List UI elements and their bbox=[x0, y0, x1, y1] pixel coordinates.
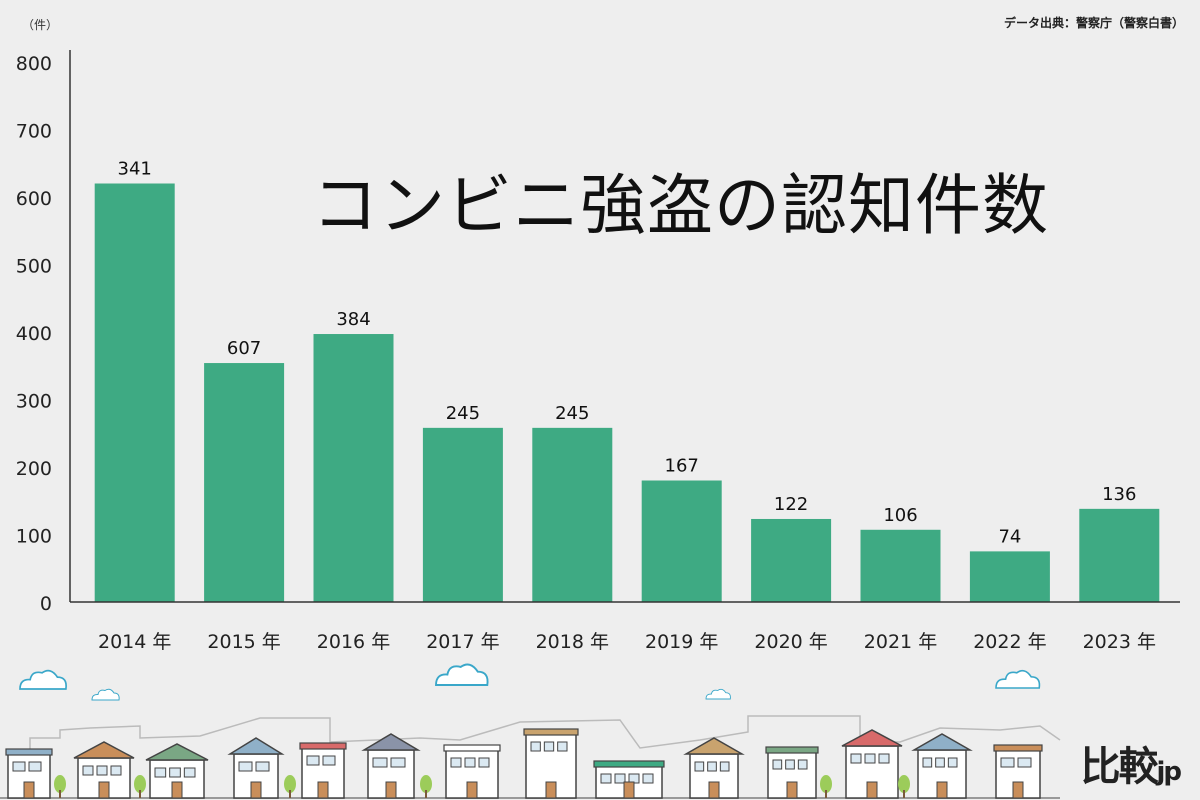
bar bbox=[422, 427, 503, 602]
cloud-icon bbox=[435, 663, 489, 686]
cloud-icon bbox=[995, 669, 1041, 689]
y-axis-ticks: 0 100 200 300 400 500 600 700 800 bbox=[16, 53, 52, 615]
x-axis-ticks: 2014 年 2015 年 2016 年 2017 年 2018 年 2019 年 2020… bbox=[98, 631, 1156, 653]
data-labels: 341 607 384 245 245 167 122 106 74 136 bbox=[118, 159, 1137, 548]
house-icon bbox=[683, 737, 745, 799]
bars bbox=[94, 183, 1160, 602]
brand-logo-main: 比較 bbox=[1080, 744, 1158, 790]
cloud-icon bbox=[705, 688, 731, 700]
house-icon bbox=[523, 728, 579, 799]
bar-data-label: 167 bbox=[665, 456, 699, 477]
bar-data-label: 245 bbox=[555, 403, 589, 424]
house-icon bbox=[299, 742, 347, 799]
bar-data-label: 122 bbox=[774, 494, 808, 515]
house-icon bbox=[227, 737, 285, 799]
tree-icon bbox=[420, 775, 432, 798]
house-icon bbox=[73, 741, 135, 799]
brand-logo: 比較jp bbox=[1080, 734, 1181, 792]
y-tick-label: 100 bbox=[16, 526, 52, 548]
tree-icon bbox=[820, 775, 832, 798]
bar bbox=[94, 183, 175, 602]
bar-data-label: 245 bbox=[446, 403, 480, 424]
house-icon bbox=[5, 748, 53, 799]
house-icon bbox=[765, 746, 819, 799]
x-tick-label: 2023 年 bbox=[1083, 631, 1156, 653]
y-tick-label: 300 bbox=[16, 391, 52, 413]
house-icon bbox=[145, 743, 209, 799]
y-tick-label: 0 bbox=[40, 593, 52, 615]
cloud-icon bbox=[91, 688, 120, 701]
town-illustration bbox=[0, 663, 1061, 799]
bar-data-label: 136 bbox=[1102, 484, 1136, 505]
house-icon bbox=[593, 760, 665, 799]
chart-title: コンビニ強盗の認知件数 bbox=[312, 167, 1049, 244]
x-tick-label: 2015 年 bbox=[207, 631, 280, 653]
x-tick-label: 2016 年 bbox=[317, 631, 390, 653]
bar-data-label: 384 bbox=[336, 309, 370, 330]
y-unit-label: （件） bbox=[22, 18, 59, 32]
x-tick-label: 2017 年 bbox=[426, 631, 499, 653]
bar bbox=[313, 334, 394, 602]
tree-icon bbox=[54, 775, 66, 798]
source-label: データ出典：警察庁（警察白書） bbox=[1003, 16, 1184, 30]
house-icon bbox=[993, 744, 1043, 799]
y-tick-label: 700 bbox=[16, 121, 52, 143]
tree-icon bbox=[284, 775, 296, 798]
bar-data-label: 106 bbox=[883, 505, 917, 526]
y-tick-label: 600 bbox=[16, 188, 52, 210]
y-tick-label: 500 bbox=[16, 256, 52, 278]
x-tick-label: 2022 年 bbox=[973, 631, 1046, 653]
house-icon bbox=[841, 729, 903, 799]
x-tick-label: 2018 年 bbox=[536, 631, 609, 653]
brand-logo-suffix: jp bbox=[1156, 757, 1181, 787]
bar bbox=[204, 363, 285, 602]
y-tick-label: 400 bbox=[16, 323, 52, 345]
bar bbox=[532, 427, 613, 602]
x-tick-label: 2020 年 bbox=[754, 631, 827, 653]
bar bbox=[641, 480, 722, 602]
y-tick-label: 200 bbox=[16, 458, 52, 480]
x-tick-label: 2014 年 bbox=[98, 631, 171, 653]
bar-data-label: 341 bbox=[118, 159, 152, 180]
bar bbox=[1079, 508, 1160, 602]
house-icon bbox=[361, 733, 421, 799]
x-tick-label: 2019 年 bbox=[645, 631, 718, 653]
house-icon bbox=[911, 733, 973, 799]
bar bbox=[751, 518, 832, 602]
bar-data-label: 74 bbox=[998, 526, 1021, 547]
tree-icon bbox=[134, 775, 146, 798]
cloud-icon bbox=[19, 669, 67, 690]
y-tick-label: 800 bbox=[16, 53, 52, 75]
house-icon bbox=[443, 744, 501, 799]
tree-icon bbox=[898, 775, 910, 798]
bar bbox=[860, 529, 941, 602]
bar bbox=[969, 551, 1050, 602]
bar-data-label: 607 bbox=[227, 338, 261, 359]
x-tick-label: 2021 年 bbox=[864, 631, 937, 653]
